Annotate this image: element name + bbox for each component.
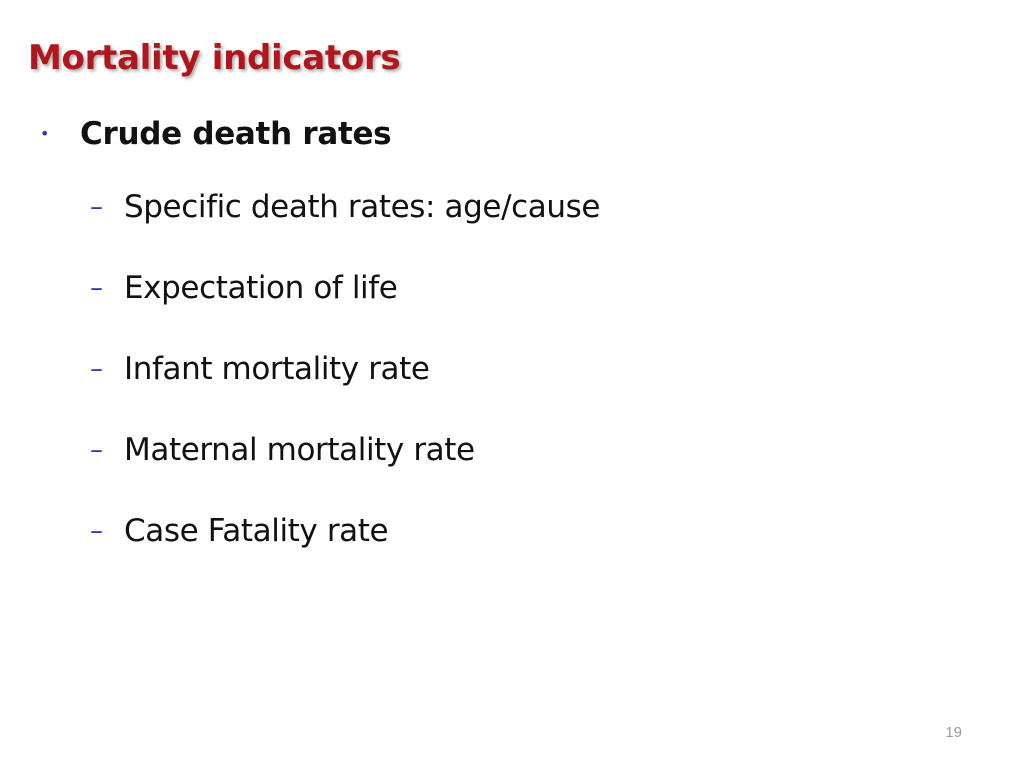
bullet-item: • Crude death rates (40, 112, 392, 156)
dash-marker: – (90, 435, 103, 465)
sub-bullet-text: Case Fatality rate (124, 513, 389, 549)
sub-bullet-text: Maternal mortality rate (124, 432, 475, 468)
dash-marker: – (90, 516, 103, 546)
sub-bullet-list: – Specific death rates: age/cause – Expe… (90, 185, 600, 590)
sub-bullet-item: – Expectation of life (90, 266, 600, 347)
sub-bullet-text: Expectation of life (124, 270, 398, 306)
slide-title: Mortality indicators (28, 38, 401, 78)
sub-bullet-item: – Infant mortality rate (90, 347, 600, 428)
bullet-marker: • (40, 124, 50, 143)
dash-marker: – (90, 273, 103, 303)
dash-marker: – (90, 192, 103, 222)
sub-bullet-item: – Maternal mortality rate (90, 428, 600, 509)
sub-bullet-item: – Case Fatality rate (90, 509, 600, 590)
bullet-text: Crude death rates (80, 116, 392, 152)
sub-bullet-text: Infant mortality rate (124, 351, 430, 387)
sub-bullet-item: – Specific death rates: age/cause (90, 185, 600, 266)
dash-marker: – (90, 354, 103, 384)
page-number: 19 (945, 724, 962, 741)
sub-bullet-text: Specific death rates: age/cause (124, 189, 601, 225)
